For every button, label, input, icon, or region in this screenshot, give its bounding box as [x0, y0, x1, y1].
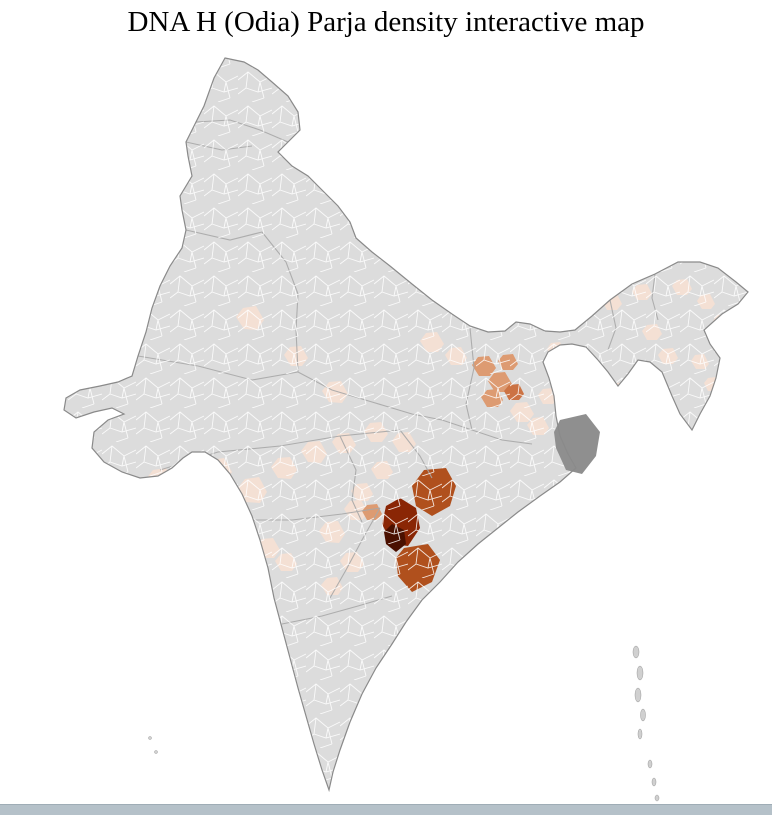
- nicobar-island[interactable]: [647, 759, 653, 769]
- andaman-island[interactable]: [632, 645, 640, 659]
- district-low[interactable]: [632, 364, 652, 380]
- andaman-island[interactable]: [640, 708, 646, 722]
- nicobar-island[interactable]: [654, 794, 660, 802]
- district-low[interactable]: [247, 577, 269, 595]
- map-title: DNA H (Odia) Parja density interactive m…: [127, 6, 645, 38]
- andaman-island[interactable]: [636, 665, 644, 681]
- andaman-island[interactable]: [634, 687, 642, 703]
- district-mesh-overlay: [64, 58, 748, 790]
- nicobar-island[interactable]: [651, 777, 657, 787]
- bottom-scrollbar[interactable]: [0, 804, 772, 815]
- district-low[interactable]: [217, 557, 239, 575]
- neighbor-territory: [554, 414, 600, 474]
- andaman-island[interactable]: [637, 728, 643, 740]
- district-low[interactable]: [166, 514, 190, 534]
- lakshadweep-island[interactable]: [154, 750, 158, 754]
- district-low[interactable]: [196, 532, 220, 552]
- district-low[interactable]: [177, 491, 203, 513]
- island-chains: [148, 645, 660, 802]
- district-low[interactable]: [613, 382, 631, 397]
- lakshadweep-island[interactable]: [148, 736, 152, 740]
